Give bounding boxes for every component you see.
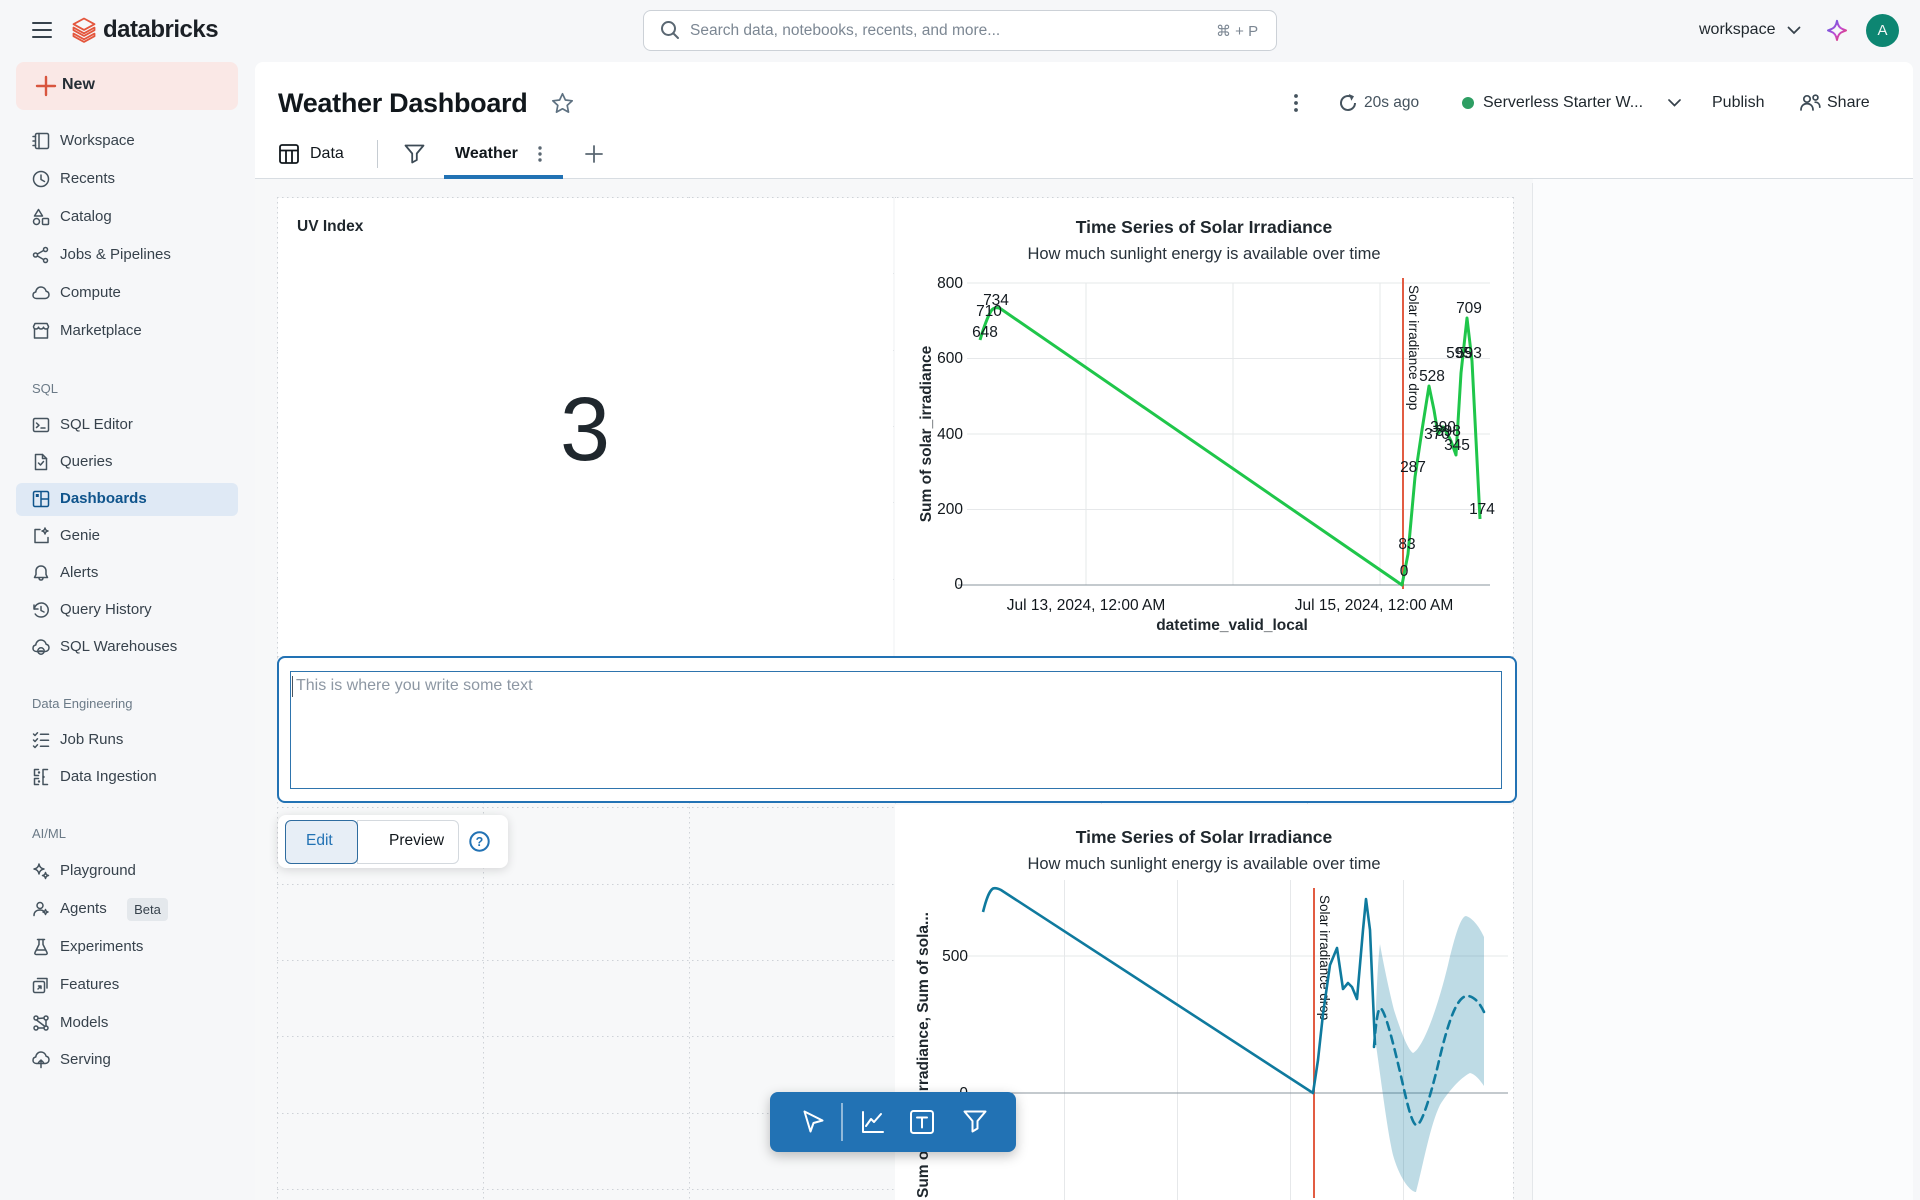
- svg-text:Sum of solar_irradiance, Sum o: Sum of solar_irradiance, Sum of sola...: [915, 912, 932, 1198]
- svg-text:709: 709: [1456, 300, 1482, 317]
- svg-text:How much sunlight energy is av: How much sunlight energy is available ov…: [1027, 855, 1380, 873]
- svg-text:Sum of solar_irradiance: Sum of solar_irradiance: [918, 345, 935, 522]
- svg-text:370: 370: [1424, 426, 1450, 443]
- svg-text:734: 734: [983, 292, 1009, 309]
- svg-text:287: 287: [1400, 459, 1426, 476]
- svg-text:174: 174: [1469, 501, 1495, 518]
- svg-text:Solar irradiance drop: Solar irradiance drop: [1317, 895, 1332, 1020]
- svg-text:710: 710: [976, 303, 1002, 320]
- svg-text:200: 200: [937, 501, 963, 518]
- svg-text:593: 593: [1456, 345, 1482, 362]
- svg-text:398: 398: [1435, 423, 1461, 440]
- svg-text:83: 83: [1398, 536, 1415, 553]
- svg-text:390: 390: [1430, 419, 1456, 436]
- svg-text:600: 600: [937, 350, 963, 367]
- svg-text:0: 0: [1400, 563, 1409, 580]
- svg-text:345: 345: [1444, 437, 1470, 454]
- svg-text:How much sunlight energy is av: How much sunlight energy is available ov…: [1027, 245, 1380, 263]
- svg-text:datetime_valid_local: datetime_valid_local: [1156, 617, 1308, 634]
- svg-text:528: 528: [1419, 368, 1445, 385]
- svg-text:595: 595: [1446, 345, 1472, 362]
- svg-text:0: 0: [954, 576, 963, 593]
- svg-text:Time Series of Solar Irradianc: Time Series of Solar Irradiance: [1076, 217, 1333, 237]
- svg-text:500: 500: [942, 948, 968, 965]
- svg-text:Time Series of Solar Irradianc: Time Series of Solar Irradiance: [1076, 827, 1333, 847]
- svg-text:?: ?: [476, 835, 484, 849]
- svg-text:800: 800: [937, 275, 963, 292]
- svg-text:648: 648: [972, 324, 998, 341]
- svg-text:Solar irradiance drop: Solar irradiance drop: [1406, 285, 1421, 410]
- svg-text:400: 400: [937, 426, 963, 443]
- svg-text:Jul 15, 2024, 12:00 AM: Jul 15, 2024, 12:00 AM: [1295, 597, 1454, 614]
- svg-text:Jul 13, 2024, 12:00 AM: Jul 13, 2024, 12:00 AM: [1007, 597, 1166, 614]
